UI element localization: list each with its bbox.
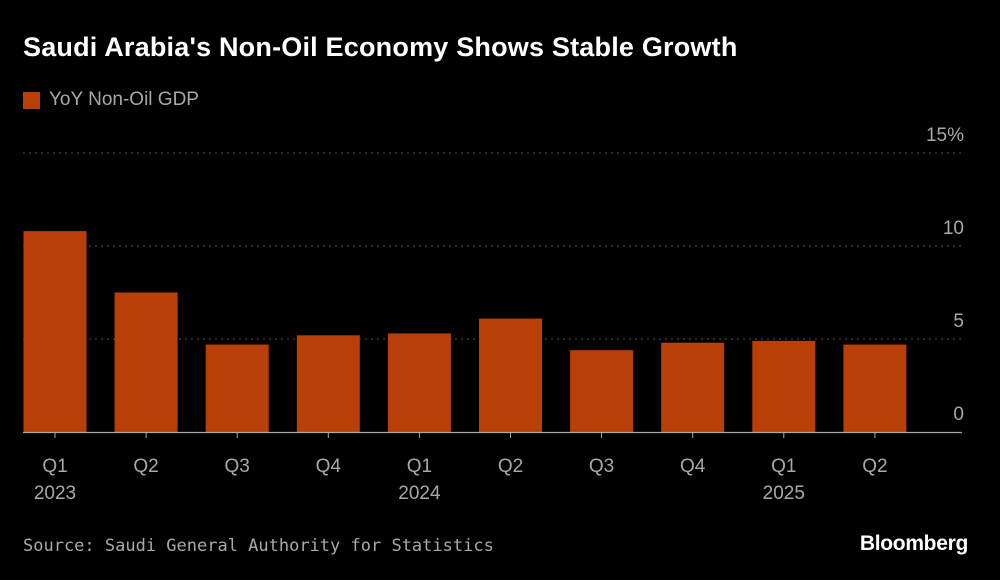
- x-tick-label: Q2: [133, 456, 158, 477]
- y-tick-label: 10: [943, 218, 964, 239]
- y-tick-label: 0: [953, 404, 964, 425]
- bar: [661, 342, 725, 432]
- bloomberg-logo: Bloomberg: [859, 532, 968, 555]
- bar: [296, 335, 360, 432]
- bar: [205, 344, 269, 432]
- bar: [114, 292, 178, 432]
- x-year-label: 2023: [34, 483, 76, 504]
- y-tick-label: 5: [953, 311, 964, 332]
- y-tick-label: 15%: [926, 125, 964, 146]
- x-tick-label: Q3: [225, 456, 250, 477]
- x-tick-label: Q4: [316, 456, 342, 477]
- source-note: Source: Saudi General Authority for Stat…: [23, 536, 494, 556]
- x-tick-label: Q1: [771, 456, 796, 477]
- x-year-label: 2025: [763, 483, 805, 504]
- x-tick-label: Q4: [680, 456, 706, 477]
- chart-title: Saudi Arabia's Non-Oil Economy Shows Sta…: [23, 32, 738, 62]
- bar: [479, 318, 542, 432]
- bar: [570, 350, 634, 432]
- x-tick-label: Q2: [862, 456, 887, 477]
- x-tick-label: Q3: [589, 456, 614, 477]
- x-tick-label: Q1: [42, 456, 67, 477]
- legend-label: YoY Non-Oil GDP: [49, 89, 199, 110]
- bar: [387, 333, 451, 432]
- bar: [752, 340, 816, 432]
- x-tick-label: Q2: [498, 456, 523, 477]
- legend: YoY Non-Oil GDP: [23, 88, 199, 112]
- bar: [23, 231, 87, 432]
- legend-swatch: [23, 91, 40, 109]
- x-tick-label: Q1: [407, 456, 432, 477]
- bar: [843, 344, 907, 432]
- x-year-label: 2024: [398, 483, 441, 504]
